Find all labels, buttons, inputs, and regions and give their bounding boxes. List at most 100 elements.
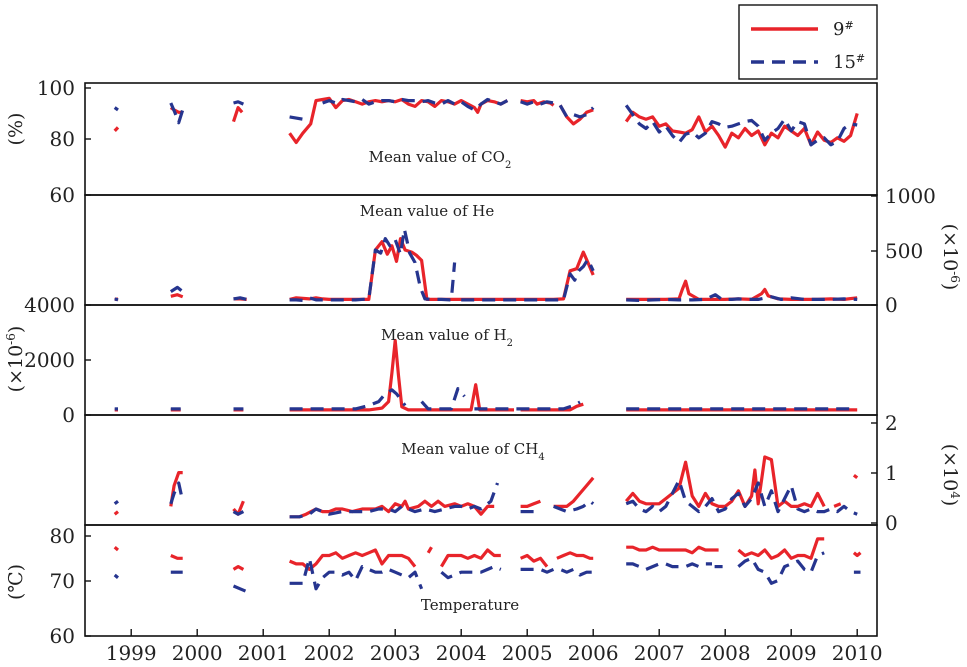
series-co2-15-segment — [289, 115, 304, 121]
series-co2-9-segment — [231, 106, 244, 123]
series-he-15-segment — [233, 296, 248, 301]
x-tick-label: 2005 — [502, 641, 553, 665]
panel-ch4: Mean value of CH4 2 1 0 (×104) — [84, 411, 962, 535]
series-he-9-segment — [289, 237, 595, 301]
series-group-temp — [113, 537, 862, 594]
series-h2-9-segment — [289, 338, 514, 412]
series-he-15-segment — [461, 257, 595, 302]
x-tick-label: 2009 — [766, 641, 817, 665]
series-co2-9-segment — [113, 126, 120, 132]
legend-box — [738, 4, 878, 80]
panel-frame-temp — [84, 524, 878, 637]
x-tick-label: 2002 — [304, 641, 355, 665]
panel-frame-co2 — [84, 82, 878, 196]
series-co2-15-segment — [233, 100, 245, 106]
series-temp-15-segment — [440, 565, 502, 580]
right-tick-label-he: 500 — [885, 239, 923, 263]
series-ch4-15-segment — [113, 499, 119, 506]
series-temp-9-segment — [852, 551, 862, 558]
panel-h2: Mean value of H2 4000 2000 0 (×10-6) — [4, 293, 878, 427]
panel-title-ch4: Mean value of CH4 — [401, 440, 544, 463]
series-co2-15-segment — [520, 100, 554, 106]
x-axis: 1999 2000 2001 2002 2003 2004 2005 2006 2007 2008… — [106, 629, 883, 665]
left-tick-label-h2: 4000 — [24, 293, 75, 317]
x-tick-label: 2003 — [370, 641, 421, 665]
series-temp-9-segment — [440, 548, 501, 568]
series-ch4-9-segment — [553, 476, 595, 508]
left-tick-label-temp: 80 — [50, 524, 75, 548]
left-axis-label-temp: (℃) — [5, 564, 27, 600]
x-tick-label: 1999 — [106, 641, 157, 665]
series-temp-9-segment — [737, 537, 825, 560]
x-tick-label: 2010 — [832, 641, 883, 665]
series-temp-15-segment — [232, 584, 248, 594]
series-he-15-segment — [114, 297, 119, 302]
legend-label-9: 9# — [833, 19, 854, 41]
series-temp-15-segment — [626, 562, 712, 571]
series-he-9-segment — [170, 293, 184, 299]
right-axis-label-he: (×10-6) — [939, 224, 962, 291]
series-temp-15-segment — [520, 567, 594, 577]
left-tick-label-temp: 60 — [50, 624, 75, 648]
x-tick-label: 2008 — [700, 641, 751, 665]
x-tick-label: 2006 — [568, 641, 619, 665]
series-h2-15-segment — [420, 387, 466, 411]
panel-he: Mean value of He 1000 500 0 (×10-6) — [84, 184, 962, 317]
series-group-he — [114, 227, 858, 302]
series-he-15-segment — [289, 227, 457, 302]
series-ch4-15-segment — [625, 478, 858, 516]
series-h2-9-segment — [520, 402, 584, 412]
right-tick-label-he: 0 — [885, 293, 898, 317]
left-axis-label-h2: (×10-6) — [4, 326, 27, 393]
series-he-9-segment — [626, 279, 858, 301]
left-tick-label-co2: 100 — [37, 76, 75, 100]
panel-co2: Mean value of CO2 100 80 60 (%) — [5, 76, 878, 207]
series-temp-9-segment — [170, 554, 183, 560]
series-he-15-segment — [626, 293, 858, 302]
series-co2-15-segment — [113, 106, 119, 112]
series-co2-15-segment — [169, 102, 185, 125]
series-temp-9-segment — [426, 546, 433, 554]
legend: 9# 15# — [738, 4, 878, 80]
series-co2-15-segment — [322, 97, 509, 112]
left-tick-label-co2: 80 — [50, 127, 75, 151]
panel-title-h2: Mean value of H2 — [381, 326, 513, 349]
left-tick-label-temp: 70 — [50, 569, 75, 593]
series-temp-15-segment — [113, 573, 120, 579]
series-ch4-9-segment — [852, 473, 859, 480]
right-tick-label-ch4: 0 — [885, 511, 898, 535]
right-axis-label-ch4: (×104) — [939, 444, 962, 507]
x-tick-label: 2007 — [634, 641, 685, 665]
x-tick-label: 2001 — [238, 641, 289, 665]
x-tick-label: 2004 — [436, 641, 487, 665]
series-ch4-15-segment — [553, 499, 595, 514]
series-co2-15-segment — [558, 104, 595, 119]
series-temp-9-segment — [232, 565, 245, 571]
series-ch4-9-segment — [624, 455, 826, 508]
series-h2-15-segment — [289, 388, 407, 411]
series-group-h2 — [114, 338, 858, 412]
series-he-15-segment — [169, 285, 184, 293]
series-co2-9-segment — [624, 110, 859, 149]
right-tick-label-ch4: 2 — [885, 411, 898, 435]
series-ch4-15-segment — [232, 510, 245, 516]
x-tick-label: 2000 — [172, 641, 223, 665]
left-tick-label-h2: 2000 — [24, 348, 75, 372]
series-ch4-15-segment — [169, 481, 185, 505]
legend-label-15: 15# — [833, 52, 865, 74]
series-temp-9-segment — [556, 551, 594, 560]
series-h2-15-segment — [474, 400, 581, 411]
panel-title-temp: Temperature — [421, 596, 519, 614]
series-ch4-15-segment — [520, 510, 541, 516]
series-ch4-9-segment — [520, 499, 541, 508]
panel-title-he: Mean value of He — [360, 202, 495, 220]
series-temp-15-segment — [289, 556, 424, 591]
series-temp-9-segment — [113, 545, 120, 552]
left-tick-label-co2: 60 — [50, 183, 75, 207]
panel-temp: Temperature 80 70 60 (℃) — [5, 524, 878, 648]
right-tick-label-he: 1000 — [885, 184, 936, 208]
series-co2-9-segment — [288, 96, 509, 145]
series-ch4-15-segment — [289, 482, 500, 519]
